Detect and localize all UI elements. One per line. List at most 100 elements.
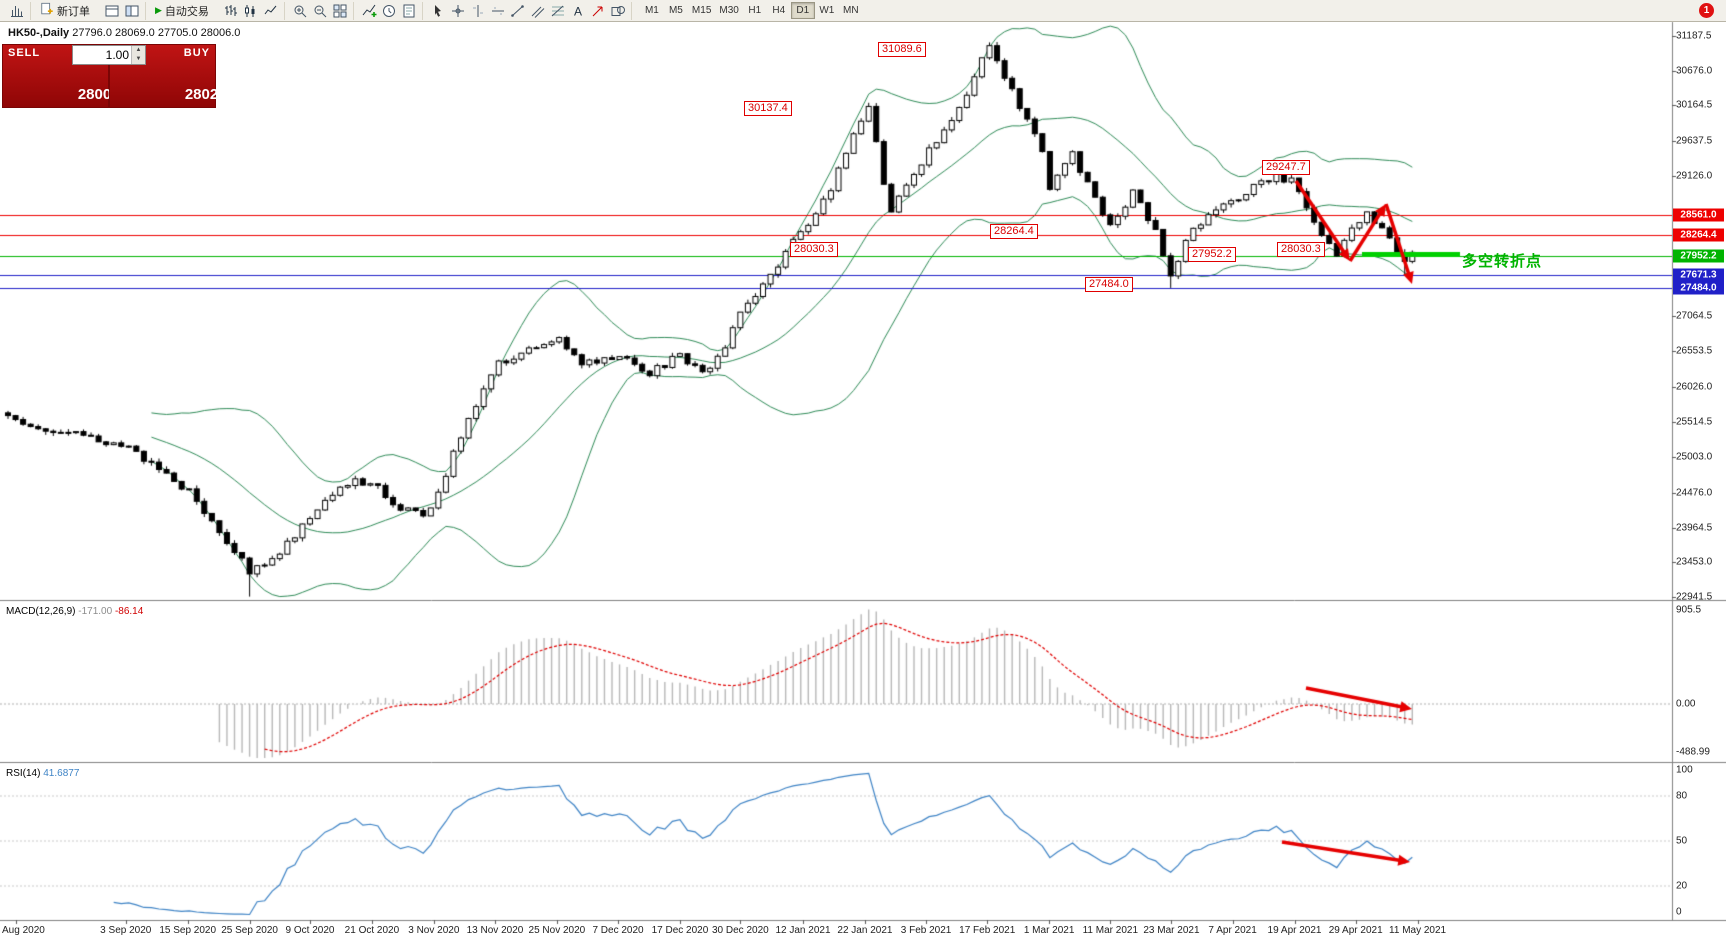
fibonacci-icon[interactable] [548, 2, 568, 20]
y-axis-label: 26026.0 [1676, 381, 1713, 393]
vertical-line-icon[interactable] [468, 2, 488, 20]
candlestick-chart-icon[interactable] [241, 2, 261, 20]
timeframe-H1[interactable]: H1 [743, 2, 767, 19]
date-label: 11 May 2021 [1389, 925, 1447, 936]
price-line-tag: 27671.3 [1673, 268, 1724, 282]
y-axis-label: 25003.0 [1676, 451, 1713, 463]
chart-symbol-label: HK50-,Daily [8, 27, 70, 39]
macd-axis-label: 905.5 [1676, 604, 1702, 616]
toolbar-group-chart-types [218, 1, 285, 20]
timeframe-H4[interactable]: H4 [767, 2, 791, 19]
y-axis-label: 29637.5 [1676, 135, 1713, 147]
timeframe-MN[interactable]: MN [839, 2, 863, 19]
date-label: 19 Apr 2021 [1267, 925, 1322, 936]
price-annotation[interactable]: 31089.6 [878, 42, 926, 57]
timeframe-D1[interactable]: D1 [790, 2, 815, 19]
price-annotation[interactable]: 30137.4 [744, 101, 792, 116]
y-axis-label: 27064.5 [1676, 310, 1713, 322]
date-label: 3 Feb 2021 [900, 925, 952, 936]
date-label: 17 Dec 2020 [651, 925, 709, 936]
toolbar-group-chart-tools [356, 1, 423, 20]
date-label: 17 Feb 2021 [959, 925, 1016, 936]
date-label: Aug 2020 [2, 925, 45, 936]
auto-trading-button[interactable]: ▶ 自动交易 [148, 2, 216, 20]
zoom-out-icon[interactable] [310, 2, 330, 20]
one-click-trading-panel: SELL 28004.5 BUY 28021.5 ▲ ▼ [2, 44, 245, 108]
price-annotation[interactable]: 28264.4 [990, 224, 1038, 239]
timeframe-M30[interactable]: M30 [715, 2, 742, 19]
rsi-axis-label: 80 [1676, 790, 1688, 802]
timeframe-M1[interactable]: M1 [640, 2, 664, 19]
toolbar-group-drawing-tools: A [425, 1, 632, 20]
date-label: 15 Sep 2020 [159, 925, 217, 936]
volume-up-button[interactable]: ▲ [132, 46, 145, 55]
date-label: 30 Dec 2020 [711, 925, 769, 936]
date-label: 7 Dec 2020 [592, 925, 644, 936]
date-label: 25 Nov 2020 [528, 925, 586, 936]
timeframe-M15[interactable]: M15 [688, 2, 715, 19]
new-order-icon [40, 2, 54, 19]
indicators-add-icon[interactable] [359, 2, 379, 20]
shapes-tool-icon[interactable] [608, 2, 628, 20]
rsi-axis-label: 20 [1676, 880, 1688, 892]
chart-ohlc-label: 27796.0 28069.0 27705.0 28006.0 [72, 27, 241, 39]
timeframe-W1[interactable]: W1 [815, 2, 839, 19]
date-label: 11 Mar 2021 [1082, 925, 1138, 936]
notification-badge[interactable]: 1 [1699, 3, 1714, 18]
rsi-axis-label: 50 [1676, 835, 1688, 847]
bar-chart-icon[interactable] [221, 2, 241, 20]
timeframe-switcher: M1 M5 M15 M30 H1 H4 D1 W1 MN [640, 2, 863, 19]
y-axis-label: 30164.5 [1676, 99, 1713, 111]
templates-icon[interactable] [399, 2, 419, 20]
rsi-axis-label: 100 [1676, 764, 1693, 776]
arrows-tool-icon[interactable] [588, 2, 608, 20]
new-order-button[interactable]: 新订单 [33, 2, 97, 20]
price-annotation[interactable]: 28030.3 [790, 242, 838, 257]
svg-text:A: A [574, 4, 582, 18]
y-axis-label: 24476.0 [1676, 487, 1713, 499]
market-watch-icon[interactable] [7, 2, 27, 20]
line-chart-icon[interactable] [261, 2, 281, 20]
navigator-icon[interactable] [122, 2, 142, 20]
toolbar-group-windows [99, 1, 146, 20]
rsi-value: 41.6877 [43, 768, 80, 779]
horizontal-line-icon[interactable] [488, 2, 508, 20]
toolbar-group-files [4, 1, 31, 20]
chart-title: HK50-,Daily 27796.0 28069.0 27705.0 2800… [8, 27, 240, 39]
volume-input[interactable] [73, 46, 131, 64]
date-label: 22 Jan 2021 [837, 925, 893, 936]
date-label: 1 Mar 2021 [1023, 925, 1075, 936]
volume-box: ▲ ▼ [72, 45, 146, 65]
buy-label: BUY [183, 47, 210, 59]
price-annotation[interactable]: 27952.2 [1188, 247, 1236, 262]
cursor-icon[interactable] [428, 2, 448, 20]
zoom-in-icon[interactable] [290, 2, 310, 20]
channel-icon[interactable] [528, 2, 548, 20]
timeframe-M5[interactable]: M5 [664, 2, 688, 19]
periods-icon[interactable] [379, 2, 399, 20]
price-annotation[interactable]: 27484.0 [1085, 277, 1133, 292]
price-annotation[interactable]: 28030.3 [1277, 242, 1325, 257]
y-axis-label: 30676.0 [1676, 65, 1713, 77]
price-annotation[interactable]: 29247.7 [1262, 160, 1310, 175]
date-label: 3 Nov 2020 [408, 925, 460, 936]
date-label: 13 Nov 2020 [466, 925, 524, 936]
data-window-icon[interactable] [102, 2, 122, 20]
crosshair-icon[interactable] [448, 2, 468, 20]
y-axis-label: 23964.5 [1676, 522, 1713, 534]
volume-down-button[interactable]: ▼ [132, 55, 145, 64]
date-label: 3 Sep 2020 [100, 925, 152, 936]
text-tool-icon[interactable]: A [568, 2, 588, 20]
buy-price: 28021.5 [184, 75, 246, 105]
trendline-icon[interactable] [508, 2, 528, 20]
rsi-indicator-label: RSI(14) 41.6877 [6, 768, 79, 779]
price-line-tag: 28264.4 [1673, 228, 1724, 242]
tile-windows-icon[interactable] [330, 2, 350, 20]
toolbar: 新订单 ▶ 自动交易 A M1 M5 M15 M30 H1 H4 D1 W1 MN 1 [0, 0, 1726, 22]
cn-annotation[interactable]: 多空转折点 [1462, 253, 1543, 270]
macd-main-value: -171.00 [78, 606, 113, 617]
toolbar-group-zoom [287, 1, 354, 20]
volume-spinner: ▲ ▼ [131, 46, 145, 64]
